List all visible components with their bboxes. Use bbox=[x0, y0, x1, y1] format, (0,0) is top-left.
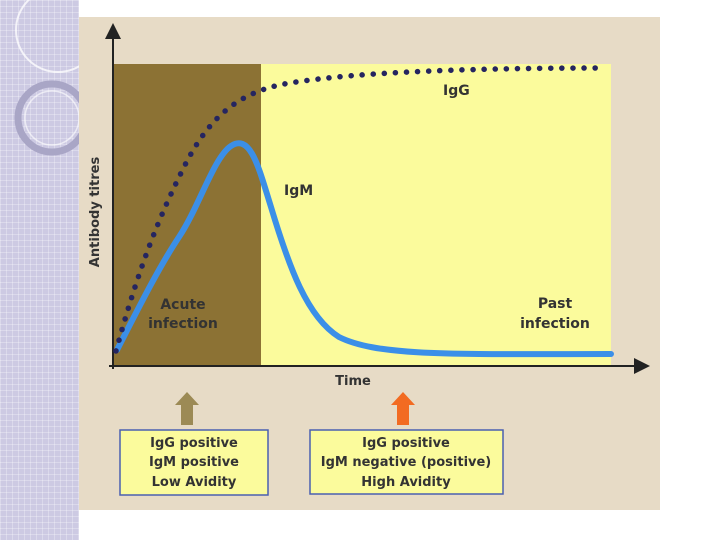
slide-sidebar bbox=[0, 0, 79, 540]
igg-curve bbox=[113, 65, 604, 354]
past-phase-label-line2: infection bbox=[520, 316, 590, 332]
x-axis-label: Time bbox=[335, 374, 371, 389]
acute-result-box bbox=[119, 429, 269, 496]
y-axis-label: Antibody titres bbox=[88, 157, 103, 268]
decorative-rings bbox=[14, 0, 79, 156]
acute-box-line2: IgM positive bbox=[149, 455, 239, 470]
past-box-line1: IgG positive bbox=[362, 436, 450, 451]
past-result-box bbox=[309, 429, 504, 495]
igm-curve bbox=[114, 140, 614, 358]
acute-box-line1: IgG positive bbox=[150, 436, 238, 451]
antibody-response-diagram: IgG IgM Antibody titres Time Acute infec… bbox=[79, 17, 660, 510]
past-box-avidity: High Avidity bbox=[361, 475, 451, 490]
past-phase-label-line1: Past bbox=[538, 296, 573, 312]
igm-curve-label: IgM bbox=[284, 183, 313, 199]
past-box-line2: IgM negative (positive) bbox=[321, 455, 492, 470]
acute-phase-label-line2: infection bbox=[148, 316, 218, 332]
igg-curve-label: IgG bbox=[443, 83, 470, 99]
acute-phase-label-line1: Acute bbox=[160, 297, 205, 313]
acute-box-avidity: Low Avidity bbox=[152, 475, 237, 490]
past-phase-arrow bbox=[391, 392, 415, 425]
acute-phase-arrow bbox=[175, 392, 199, 425]
